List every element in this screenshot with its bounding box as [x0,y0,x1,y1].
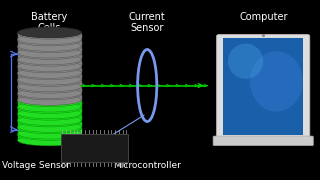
Ellipse shape [18,123,82,134]
Bar [18,94,82,100]
Bar [18,115,82,120]
Ellipse shape [18,69,82,80]
Ellipse shape [18,82,82,93]
Ellipse shape [18,55,82,66]
Ellipse shape [18,101,82,112]
Text: Battery
Cells: Battery Cells [31,12,68,33]
Bar [61,134,128,162]
Text: Microcontroller: Microcontroller [113,161,181,170]
Ellipse shape [18,34,82,45]
Text: Current
Sensor: Current Sensor [129,12,165,33]
Ellipse shape [18,96,82,107]
Ellipse shape [18,42,82,53]
Bar [18,128,82,134]
Ellipse shape [18,81,82,92]
FancyBboxPatch shape [217,35,310,138]
Bar [18,54,82,59]
Ellipse shape [18,61,82,72]
Bar [18,34,82,39]
Ellipse shape [18,35,82,46]
Ellipse shape [18,47,82,58]
Bar [18,108,82,113]
Ellipse shape [18,88,82,99]
Ellipse shape [18,54,82,65]
Bar [223,38,303,135]
Ellipse shape [18,40,82,51]
Bar [18,122,82,127]
Bar [18,47,82,53]
Ellipse shape [18,74,82,85]
Ellipse shape [228,44,263,79]
Ellipse shape [18,122,82,132]
Text: Computer: Computer [240,12,288,22]
Ellipse shape [18,130,82,140]
Bar [18,88,82,93]
FancyBboxPatch shape [213,136,313,146]
Ellipse shape [18,76,82,86]
Bar [18,101,82,107]
Bar [18,61,82,66]
Ellipse shape [18,115,82,126]
Ellipse shape [18,109,82,120]
Ellipse shape [18,68,82,78]
Ellipse shape [18,94,82,105]
Ellipse shape [18,108,82,119]
Ellipse shape [250,51,303,112]
Ellipse shape [18,135,82,146]
Ellipse shape [18,62,82,73]
Ellipse shape [18,103,82,113]
Ellipse shape [18,28,82,39]
Ellipse shape [18,27,82,38]
Ellipse shape [18,116,82,127]
Bar [18,81,82,86]
Ellipse shape [18,128,82,139]
Bar [18,68,82,73]
Bar [18,135,82,140]
Ellipse shape [18,89,82,100]
Bar [18,74,82,80]
Ellipse shape [18,49,82,59]
Text: Voltage Sensor: Voltage Sensor [2,161,69,170]
Bar [18,40,82,46]
